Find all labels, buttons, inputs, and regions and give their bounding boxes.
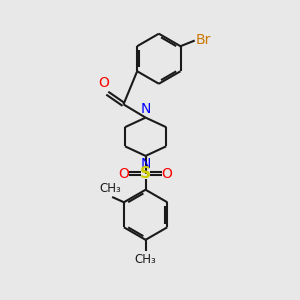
Text: N: N	[140, 158, 151, 171]
Text: O: O	[98, 76, 109, 90]
Text: CH₃: CH₃	[99, 182, 121, 195]
Text: Br: Br	[196, 33, 211, 47]
Text: N: N	[140, 102, 151, 116]
Text: O: O	[119, 167, 130, 181]
Text: S: S	[140, 166, 151, 181]
Text: O: O	[162, 167, 172, 181]
Text: CH₃: CH₃	[135, 253, 157, 266]
